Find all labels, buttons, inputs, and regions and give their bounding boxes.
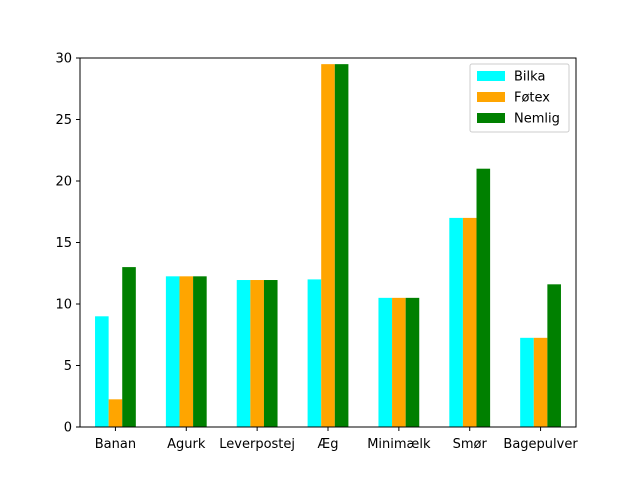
- x-tick-label: Bagepulver: [503, 437, 578, 452]
- bar-bilka-4: [378, 297, 393, 427]
- y-tick-label: 25: [55, 113, 72, 128]
- y-tick-label: 0: [64, 421, 72, 436]
- bar-nemlig-6: [547, 284, 561, 427]
- bars-group: [95, 64, 561, 428]
- plot-frame: [79, 57, 577, 428]
- bar-bilka-1: [165, 276, 180, 427]
- y-axis: 0 5 10 15 20 25 30: [55, 52, 80, 436]
- bar-nemlig-1: [193, 276, 207, 427]
- bar-nemlig-0: [122, 267, 136, 427]
- bar-bilka-3: [307, 279, 322, 427]
- legend-swatch-bilka: [477, 71, 505, 81]
- legend: Bilka Føtex Nemlig: [469, 63, 570, 133]
- bar-bilka-2: [236, 280, 251, 427]
- y-tick-label: 15: [55, 236, 72, 251]
- y-tick-label: 20: [55, 175, 72, 190]
- x-tick-label: Smør: [453, 437, 488, 452]
- bar-bilka-0: [95, 316, 109, 427]
- x-axis: Banan Agurk Leverpostej Æg Minimælk Smør Bagep…: [95, 427, 578, 452]
- bar-føtex-5: [462, 217, 477, 427]
- bar-føtex-2: [250, 280, 264, 427]
- legend-label-bilka: Bilka: [514, 70, 545, 85]
- legend-swatch-nemlig: [477, 113, 505, 123]
- bar-nemlig-5: [476, 168, 491, 427]
- bar-føtex-6: [533, 337, 548, 427]
- y-tick-label: 5: [64, 359, 72, 374]
- legend-label-føtex: Føtex: [514, 91, 550, 106]
- bar-bilka-5: [449, 217, 463, 427]
- x-tick-label: Leverpostej: [219, 437, 295, 452]
- bar-føtex-3: [321, 64, 335, 428]
- y-tick-label: 10: [55, 298, 72, 313]
- legend-label-nemlig: Nemlig: [514, 112, 560, 127]
- bar-føtex-4: [392, 297, 406, 427]
- bar-føtex-0: [108, 399, 123, 427]
- x-tick-label: Banan: [95, 437, 136, 452]
- x-tick-label: Minimælk: [367, 437, 431, 452]
- x-tick-label: Æg: [318, 437, 339, 452]
- bar-nemlig-3: [334, 64, 349, 428]
- x-tick-label: Agurk: [167, 437, 206, 452]
- legend-swatch-føtex: [477, 92, 505, 102]
- bar-nemlig-2: [263, 280, 278, 427]
- y-tick-label: 30: [55, 52, 72, 67]
- bar-bilka-6: [520, 337, 534, 427]
- bar-føtex-1: [179, 276, 194, 427]
- bar-nemlig-4: [405, 297, 420, 427]
